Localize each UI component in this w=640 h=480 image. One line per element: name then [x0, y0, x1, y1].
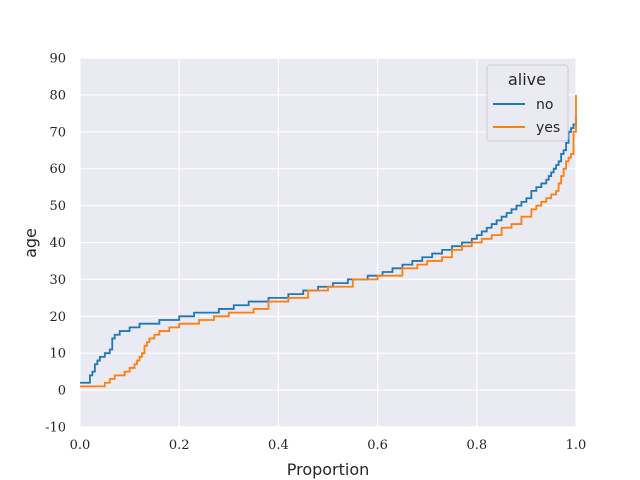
- series-line-yes: [80, 94, 577, 388]
- y-tick-label: 80: [49, 88, 66, 103]
- y-tick-label: 0: [58, 384, 66, 399]
- series-line-no: [80, 117, 577, 384]
- x-tick-label: 0.6: [367, 438, 388, 453]
- y-tick-label: 10: [49, 347, 66, 362]
- legend-label-yes: yes: [536, 120, 560, 136]
- y-tick-label: 70: [49, 125, 66, 140]
- y-tick-label: 90: [49, 52, 66, 67]
- legend-label-no: no: [536, 97, 553, 113]
- tick-labels: 0.0 0.2 0.4 0.6 0.8 1.0 -10 0 10 20 30 40 50 60 70 80 90: [45, 52, 586, 454]
- y-tick-label: 30: [49, 273, 66, 288]
- y-axis-label: age: [21, 228, 40, 258]
- y-tick-label: 40: [49, 236, 66, 251]
- x-tick-label: 1.0: [566, 438, 587, 453]
- legend: alive no yes: [486, 64, 569, 142]
- series-layer: [80, 94, 577, 388]
- y-tick-label: 20: [49, 310, 66, 325]
- x-tick-label: 0.2: [169, 438, 190, 453]
- x-tick-label: 0.8: [466, 438, 487, 453]
- grid: [79, 57, 577, 428]
- x-axis-label: Proportion: [287, 460, 370, 479]
- y-tick-label: 50: [49, 199, 66, 214]
- x-tick-label: 0.0: [70, 438, 91, 453]
- y-tick-label: 60: [49, 162, 66, 177]
- legend-title: alive: [508, 70, 546, 89]
- y-tick-label: -10: [45, 421, 66, 436]
- legend-box: [486, 64, 569, 142]
- x-tick-label: 0.4: [268, 438, 289, 453]
